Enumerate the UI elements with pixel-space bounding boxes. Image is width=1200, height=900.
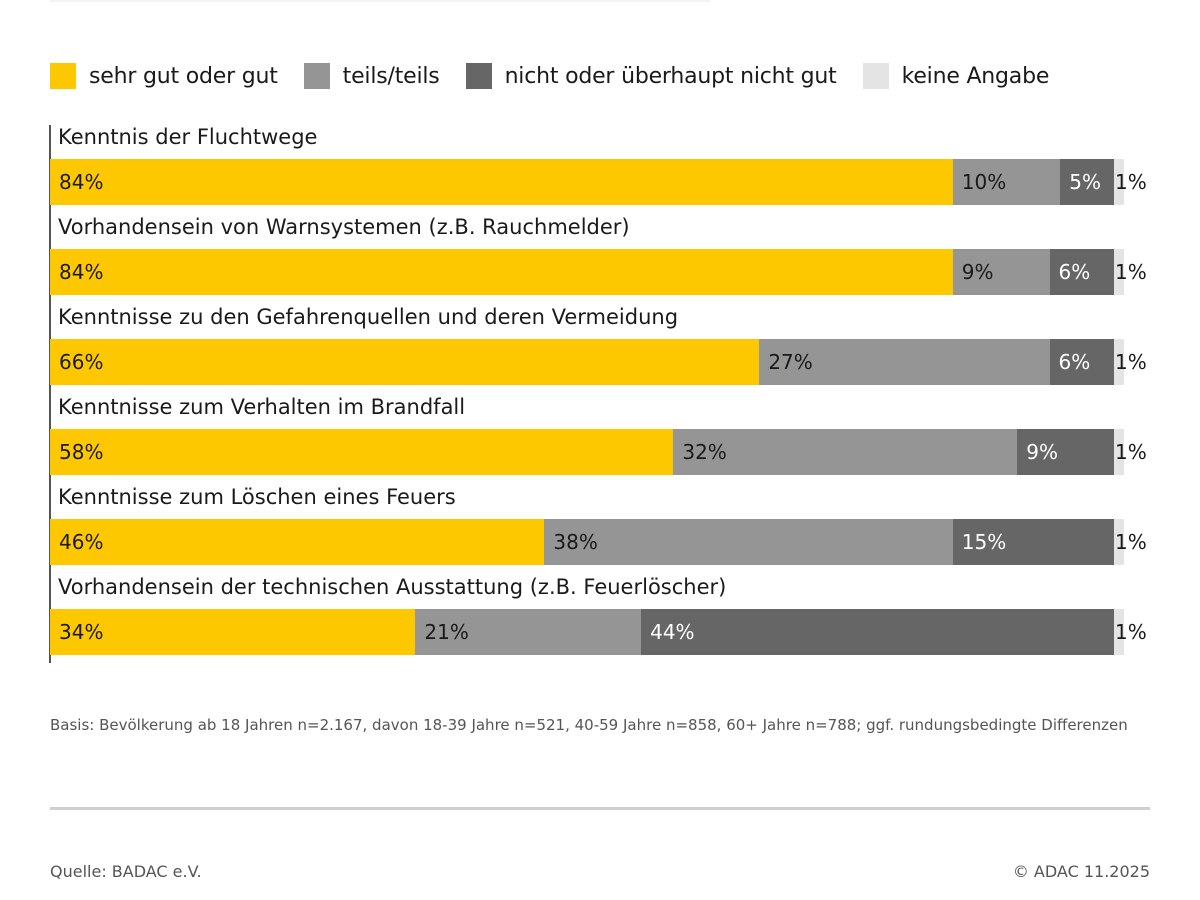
category-label: Kenntnisse zum Verhalten im Brandfall: [58, 395, 466, 419]
bar-segment: [673, 429, 1018, 475]
category-label: Kenntnisse zu den Gefahrenquellen und de…: [58, 305, 679, 329]
bar-segment: [952, 159, 1061, 205]
bar-segment: [1114, 249, 1124, 295]
legend-swatch: [303, 63, 330, 89]
legend-swatch: [50, 63, 76, 89]
legend-label: sehr gut oder gut: [89, 63, 278, 89]
data-label: 6%: [1058, 260, 1091, 284]
data-label: 44%: [650, 620, 695, 644]
data-label: 15%: [961, 530, 1007, 554]
legend-label: nicht oder überhaupt nicht gut: [504, 63, 837, 89]
category-axis-line: [49, 125, 51, 663]
bar-segment: [50, 339, 760, 385]
bar-segment: [50, 429, 674, 475]
data-label: 1%: [1115, 350, 1147, 374]
data-label: 1%: [1115, 170, 1147, 194]
legend-label: teils/teils: [342, 63, 440, 89]
bar-segment: [641, 609, 1114, 655]
bar-segment: [759, 339, 1050, 385]
bar-segment: [952, 519, 1114, 565]
data-label: 21%: [424, 620, 469, 644]
stacked-bar-chart: Kenntnis der Fluchtwege 84% 10% 5% 1% Vorhand…: [50, 125, 1147, 655]
legend-item: keine Angabe: [862, 63, 1050, 89]
data-label: 58%: [59, 440, 104, 464]
data-label: 1%: [1115, 620, 1147, 644]
copyright-label: © ADAC 11.2025: [1012, 862, 1150, 881]
data-label: 9%: [961, 260, 994, 284]
bar-segment: [1114, 339, 1124, 385]
data-label: 34%: [59, 620, 104, 644]
bar-segment: [952, 249, 1050, 295]
category-label: Vorhandensein von Warnsystemen (z.B. Rau…: [58, 215, 630, 239]
bar-segment: [50, 249, 953, 295]
data-label: 84%: [59, 260, 104, 284]
bar-segment: [544, 519, 953, 565]
category-label: Kenntnis der Fluchtwege: [58, 125, 318, 149]
bar-segment: [50, 159, 953, 205]
data-label: 6%: [1058, 350, 1091, 374]
basis-note: Basis: Bevölkerung ab 18 Jahren n=2.167,…: [50, 716, 1128, 734]
data-label: 1%: [1115, 440, 1147, 464]
bar-segment: [1114, 429, 1124, 475]
data-label: 66%: [59, 350, 104, 374]
legend-item: sehr gut oder gut: [50, 63, 278, 89]
bar-segment: [1017, 429, 1114, 475]
bar-segment: [415, 609, 642, 655]
legend-label: keine Angabe: [901, 63, 1050, 89]
bar-segment: [1114, 609, 1124, 655]
bar-segment: [1060, 159, 1114, 205]
category-label: Kenntnisse zum Löschen eines Feuers: [58, 485, 456, 509]
data-label: 1%: [1115, 530, 1147, 554]
bar-segment: [1114, 519, 1124, 565]
legend-item: nicht oder überhaupt nicht gut: [465, 63, 837, 89]
cropped-title: [50, 0, 710, 2]
data-label: 84%: [59, 170, 104, 194]
legend-item: teils/teils: [303, 63, 440, 89]
legend: sehr gut oder gut teils/teils nicht oder ü…: [50, 60, 1075, 92]
data-label: 1%: [1115, 260, 1147, 284]
bar-segment: [1049, 339, 1114, 385]
data-label: 9%: [1026, 440, 1058, 464]
data-label: 27%: [768, 350, 813, 374]
source-label: Quelle: BADAC e.V.: [50, 862, 202, 881]
data-label: 38%: [553, 530, 598, 554]
data-label: 10%: [961, 170, 1007, 194]
legend-swatch: [862, 63, 889, 89]
bar-segment: [50, 609, 416, 655]
data-label: 32%: [682, 440, 727, 464]
footer-divider: [50, 807, 1150, 810]
bar-segment: [1049, 249, 1114, 295]
data-label: 46%: [59, 530, 104, 554]
legend-swatch: [465, 63, 492, 89]
category-label: Vorhandensein der technischen Ausstattun…: [58, 575, 727, 599]
bar-segment: [1114, 159, 1124, 205]
bar-segment: [50, 519, 545, 565]
data-label: 5%: [1069, 170, 1101, 194]
